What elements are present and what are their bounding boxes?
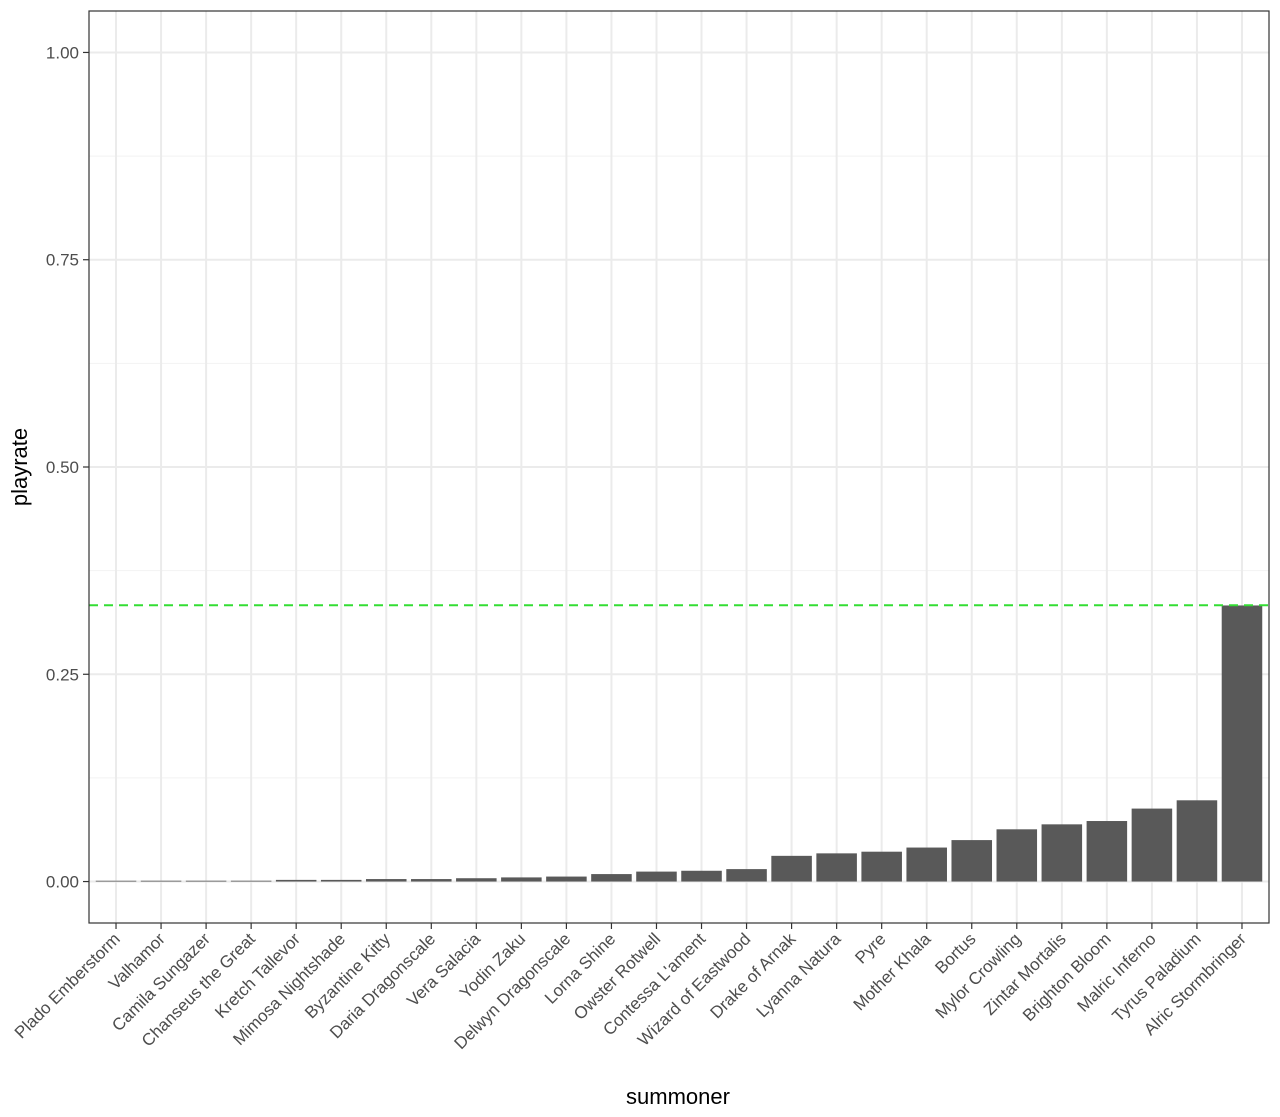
bar <box>591 874 632 882</box>
bar <box>501 877 542 882</box>
y-tick-label: 0.75 <box>46 251 79 270</box>
bar <box>996 829 1038 882</box>
y-tick-label: 1.00 <box>46 43 79 62</box>
bar <box>320 879 362 882</box>
y-tick-label: 0.00 <box>46 873 79 892</box>
bars <box>95 605 1263 882</box>
minor-gridlines <box>89 155 1269 779</box>
bar <box>861 851 902 882</box>
y-axis: 0.00 0.25 0.50 0.75 1.00 <box>46 43 89 892</box>
bar <box>951 840 993 882</box>
y-tick-label: 0.25 <box>46 665 79 684</box>
x-axis-title: summoner <box>626 1084 730 1109</box>
y-axis-title: playrate <box>7 428 32 506</box>
bar <box>365 879 407 882</box>
bar <box>456 878 497 882</box>
bar <box>275 879 317 882</box>
bar <box>681 870 722 882</box>
bar <box>906 847 947 882</box>
bar <box>1041 824 1083 882</box>
bar <box>140 880 182 882</box>
bar <box>1176 800 1218 882</box>
bar <box>726 869 767 882</box>
x-tick-label: Malric Inferno <box>1073 929 1159 1015</box>
bar <box>185 880 227 882</box>
bar <box>95 880 137 882</box>
x-tick-label: Plado Emberstorm <box>11 929 124 1042</box>
bar <box>1221 605 1263 882</box>
bar <box>230 880 272 882</box>
y-tick-label: 0.50 <box>46 458 79 477</box>
x-tick-label: Pyre <box>851 929 889 967</box>
bar <box>636 871 677 882</box>
bar <box>1086 821 1128 882</box>
bar <box>411 879 452 882</box>
bar <box>546 876 587 882</box>
bar <box>771 855 812 882</box>
bar <box>816 853 857 882</box>
bar <box>1131 808 1173 882</box>
